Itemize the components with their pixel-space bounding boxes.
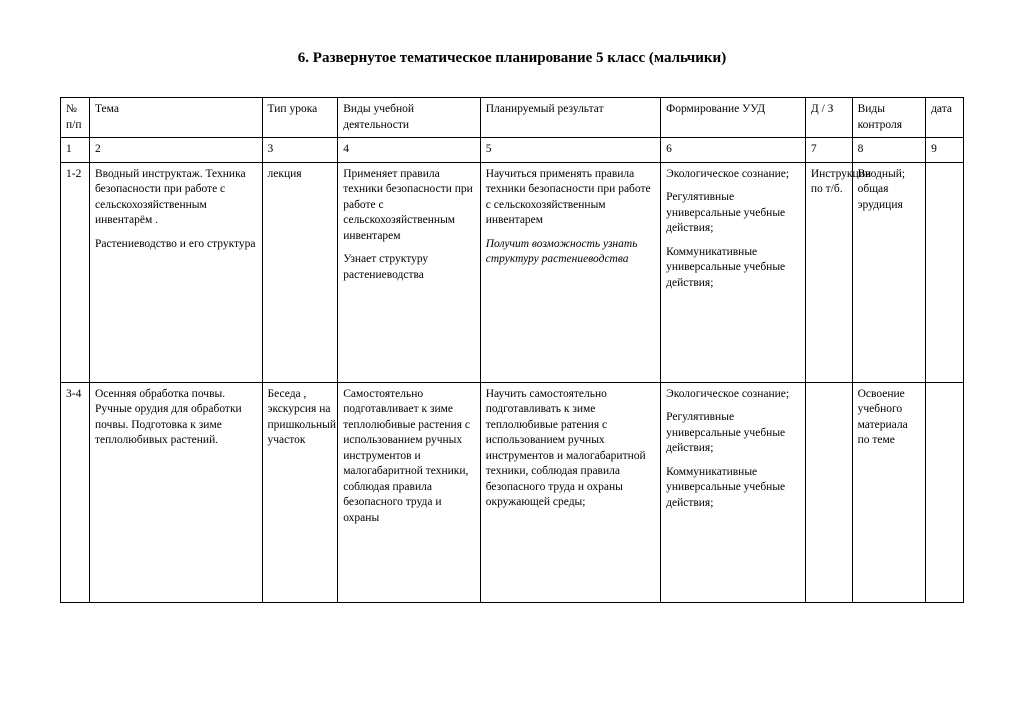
num-cell: 1 [61,138,90,163]
cell-data [926,382,964,602]
table-row: 1-2 Вводный инструктаж. Техника безопасн… [61,162,964,382]
planning-table: № п/п Тема Тип урока Виды учебной деятел… [60,97,964,603]
form-text: Коммуникативные универсальные учебные де… [666,466,785,509]
form-text: Экологическое сознание; [666,168,789,180]
form-text: Экологическое сознание; [666,388,789,400]
header-data: дата [926,98,964,138]
num-cell: 3 [262,138,338,163]
cell-plan: Научиться применять правила техники безо… [480,162,660,382]
table-number-row: 1 2 3 4 5 6 7 8 9 [61,138,964,163]
num-cell: 6 [661,138,806,163]
header-tip: Тип урока [262,98,338,138]
cell-dz [805,382,852,602]
header-kontrol: Виды контроля [852,98,925,138]
cell-vidy: Самостоятельно подготавливает к зиме теп… [338,382,481,602]
cell-num: 1-2 [61,162,90,382]
vidy-text: Применяет правила техники безопасности п… [343,168,473,242]
plan-text-italic: Получит возможность узнать структуру рас… [486,238,638,266]
num-cell: 8 [852,138,925,163]
cell-plan: Научить самостоятельно подготавливать к … [480,382,660,602]
cell-tema: Осенняя обработка почвы. Ручные орудия д… [89,382,262,602]
cell-form: Экологическое сознание; Регулятивные уни… [661,382,806,602]
page-title: 6. Развернутое тематическое планирование… [60,50,964,67]
tema-text: Растениеводство и его структура [95,238,256,250]
cell-kontrol: Вводный; общая эрудиция [852,162,925,382]
table-header-row: № п/п Тема Тип урока Виды учебной деятел… [61,98,964,138]
num-cell: 4 [338,138,481,163]
header-vidy: Виды учебной деятельности [338,98,481,138]
cell-kontrol: Освоение учебного материала по теме [852,382,925,602]
plan-text: Научиться применять правила техники безо… [486,168,651,227]
header-form: Формирование УУД [661,98,806,138]
form-text: Регулятивные универсальные учебные дейст… [666,191,785,234]
header-tema: Тема [89,98,262,138]
cell-form: Экологическое сознание; Регулятивные уни… [661,162,806,382]
vidy-text: Узнает структуру растениеводства [343,253,428,281]
cell-dz: Инструкции по т/б. [805,162,852,382]
num-cell: 5 [480,138,660,163]
cell-tema: Вводный инструктаж. Техника безопасности… [89,162,262,382]
cell-data [926,162,964,382]
form-text: Регулятивные универсальные учебные дейст… [666,411,785,454]
num-cell: 9 [926,138,964,163]
tema-text: Вводный инструктаж. Техника безопасности… [95,168,246,227]
table-row: 3-4 Осенняя обработка почвы. Ручные оруд… [61,382,964,602]
cell-tip: Беседа , экскурсия на пришкольный участо… [262,382,338,602]
header-num: № п/п [61,98,90,138]
num-cell: 7 [805,138,852,163]
cell-tip: лекция [262,162,338,382]
cell-vidy: Применяет правила техники безопасности п… [338,162,481,382]
cell-num: 3-4 [61,382,90,602]
header-plan: Планируемый результат [480,98,660,138]
form-text: Коммуникативные универсальные учебные де… [666,246,785,289]
num-cell: 2 [89,138,262,163]
header-dz: Д / З [805,98,852,138]
